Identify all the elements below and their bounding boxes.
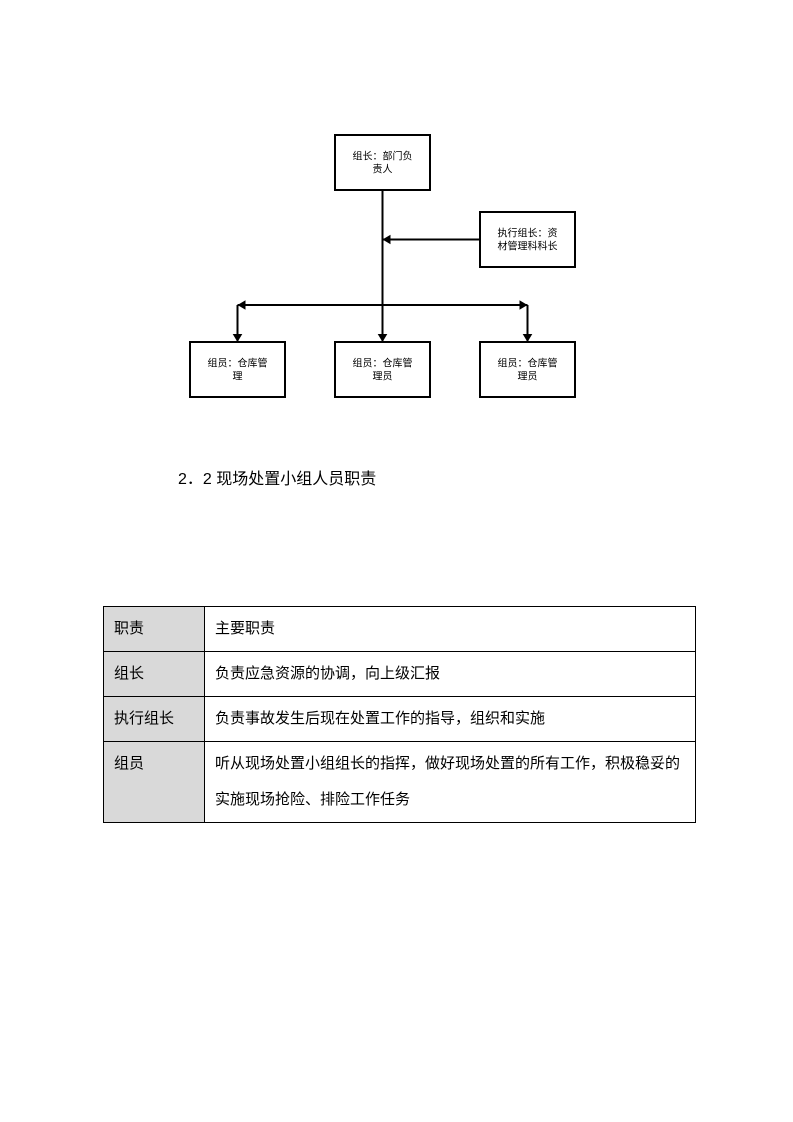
- org-node-label: 组长：部门负: [353, 150, 413, 163]
- org-node-label: 材管理科科长: [498, 240, 558, 253]
- table-row: 组员听从现场处置小组组长的指挥，做好现场处置的所有工作，积极稳妥的实施现场抢险、…: [104, 742, 696, 823]
- table-header-row: 职责 主要职责: [104, 607, 696, 652]
- org-node-memberB: 组员：仓库管理员: [335, 342, 430, 397]
- role-cell: 组长: [104, 652, 205, 697]
- org-chart: 组长：部门负责人执行组长：资材管理科科长组员：仓库管理组员：仓库管理员组员：仓库…: [0, 0, 793, 430]
- desc-cell: 负责应急资源的协调，向上级汇报: [205, 652, 696, 697]
- org-node-label: 理: [233, 371, 243, 383]
- org-node-label: 责人: [373, 163, 393, 176]
- org-node-label: 理员: [518, 371, 538, 383]
- desc-cell: 听从现场处置小组组长的指挥，做好现场处置的所有工作，积极稳妥的实施现场抢险、排险…: [205, 742, 696, 823]
- org-node-leader: 组长：部门负责人: [335, 135, 430, 190]
- org-node-label: 组员：仓库管: [498, 357, 558, 370]
- org-node-memberA: 组员：仓库管理: [190, 342, 285, 397]
- table-header-desc: 主要职责: [205, 607, 696, 652]
- org-node-exec: 执行组长：资材管理科科长: [480, 212, 575, 267]
- org-node-label: 执行组长：资: [498, 227, 558, 240]
- page: 组长：部门负责人执行组长：资材管理科科长组员：仓库管理组员：仓库管理员组员：仓库…: [0, 0, 793, 1122]
- org-node-memberC: 组员：仓库管理员: [480, 342, 575, 397]
- table-row: 组长负责应急资源的协调，向上级汇报: [104, 652, 696, 697]
- role-cell: 组员: [104, 742, 205, 823]
- table-row: 执行组长负责事故发生后现在处置工作的指导，组织和实施: [104, 697, 696, 742]
- section-heading: 2．2 现场处置小组人员职责: [178, 465, 376, 489]
- table-header-role: 职责: [104, 607, 205, 652]
- org-node-label: 理员: [373, 371, 393, 383]
- desc-cell: 负责事故发生后现在处置工作的指导，组织和实施: [205, 697, 696, 742]
- role-cell: 执行组长: [104, 697, 205, 742]
- org-node-label: 组员：仓库管: [208, 357, 268, 370]
- org-node-label: 组员：仓库管: [353, 357, 413, 370]
- responsibility-table: 职责 主要职责 组长负责应急资源的协调，向上级汇报执行组长负责事故发生后现在处置…: [103, 606, 696, 823]
